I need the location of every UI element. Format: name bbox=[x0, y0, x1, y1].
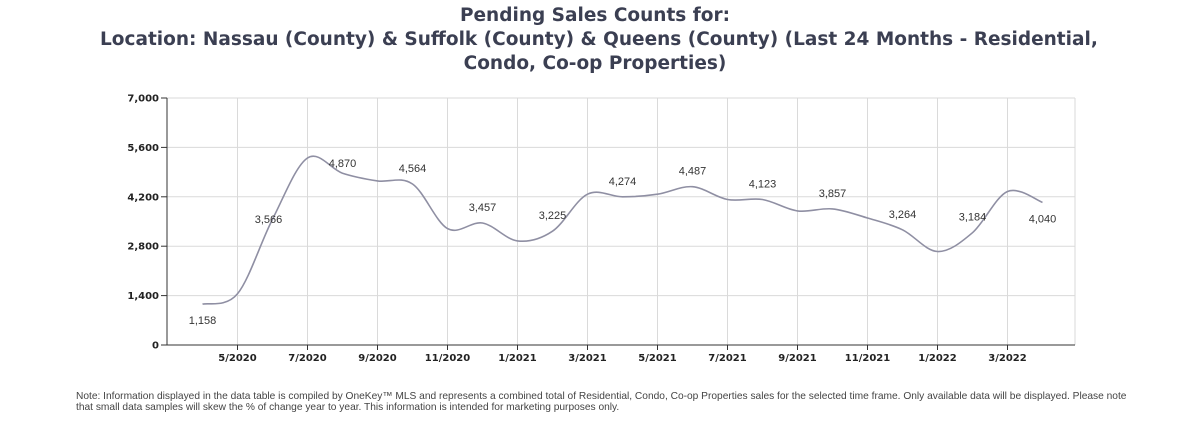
disclaimer-note: Note: Information displayed in the data … bbox=[76, 391, 1127, 413]
x-tick-label: 5/2021 bbox=[638, 353, 676, 364]
data-labels: 1,158 3,566 4,870 4,564 3,457 3,225 4,274 4,487… bbox=[189, 158, 1057, 327]
chart-title-line-1: Pending Sales Counts for: bbox=[459, 5, 731, 26]
series-layer bbox=[202, 155, 1043, 305]
chart-title-line-3: Condo, Co-op Properties) bbox=[463, 53, 727, 74]
y-tick-label: 4,200 bbox=[127, 192, 159, 203]
pending-sales-line-chart: 0 1,400 2,800 4,200 5,600 7,000 5/2020 7/2020 9/… bbox=[127, 94, 1076, 364]
data-label: 3,857 bbox=[819, 188, 847, 200]
x-tick-label: 9/2021 bbox=[778, 353, 816, 364]
x-tick-label: 11/2020 bbox=[425, 353, 470, 364]
data-label: 4,040 bbox=[1029, 213, 1057, 225]
y-tick-label: 7,000 bbox=[127, 94, 159, 105]
y-tick-label: 2,800 bbox=[127, 242, 159, 253]
data-label: 3,264 bbox=[889, 209, 917, 221]
data-label: 1,158 bbox=[189, 315, 217, 327]
data-label: 3,225 bbox=[539, 210, 567, 222]
grid bbox=[167, 97, 1076, 345]
x-tick-label: 9/2020 bbox=[358, 353, 396, 364]
data-label: 3,184 bbox=[959, 212, 987, 224]
x-tick-label: 5/2020 bbox=[218, 353, 256, 364]
data-label: 4,564 bbox=[399, 163, 427, 175]
chart-title-line-2: Location: Nassau (County) & Suffolk (Cou… bbox=[100, 29, 1098, 50]
y-tick-label: 1,400 bbox=[127, 291, 159, 302]
chart-title: Pending Sales Counts for: Location: Nass… bbox=[100, 4, 1098, 76]
pending-sales-line bbox=[202, 155, 1043, 305]
x-tick-label: 3/2022 bbox=[988, 353, 1026, 364]
x-tick-label: 1/2021 bbox=[498, 353, 536, 364]
y-tick-label: 0 bbox=[152, 341, 159, 352]
data-label: 4,123 bbox=[749, 179, 777, 191]
data-label: 3,566 bbox=[255, 214, 283, 226]
x-tick-label: 3/2021 bbox=[568, 353, 606, 364]
axes: 0 1,400 2,800 4,200 5,600 7,000 5/2020 7/2020 9/… bbox=[127, 94, 1075, 364]
x-tick-label: 7/2021 bbox=[708, 353, 746, 364]
x-tick-label: 1/2022 bbox=[918, 353, 956, 364]
data-label: 4,274 bbox=[609, 176, 637, 188]
y-tick-label: 5,600 bbox=[127, 143, 159, 154]
data-label: 4,870 bbox=[329, 158, 357, 170]
x-tick-label: 7/2020 bbox=[288, 353, 326, 364]
data-label: 3,457 bbox=[469, 202, 497, 214]
data-label: 4,487 bbox=[679, 166, 707, 178]
x-tick-label: 11/2021 bbox=[845, 353, 890, 364]
